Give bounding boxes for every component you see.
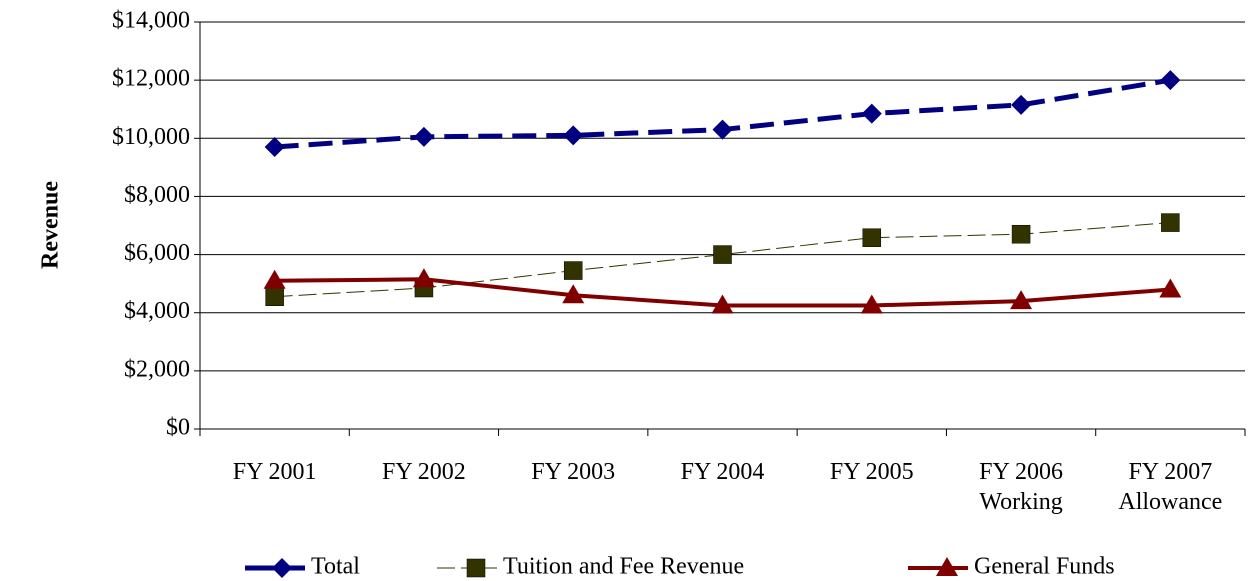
data-point xyxy=(563,261,583,280)
data-point xyxy=(1011,224,1031,244)
data-point xyxy=(1159,278,1182,298)
legend-marker xyxy=(466,558,486,578)
data-point xyxy=(1160,70,1181,91)
data-point xyxy=(862,228,882,247)
data-point xyxy=(861,103,882,124)
legend-label: Total xyxy=(311,554,360,580)
y-axis-label: Revenue xyxy=(38,181,64,269)
legend-marker xyxy=(272,558,292,578)
y-tick-label: $6,000 xyxy=(124,240,190,266)
y-tick-label: $10,000 xyxy=(112,124,190,150)
data-point xyxy=(712,119,733,140)
data-point xyxy=(413,126,434,147)
data-point xyxy=(264,137,285,158)
data-point xyxy=(562,284,585,304)
y-tick-label: $8,000 xyxy=(124,182,190,208)
y-tick-label: $4,000 xyxy=(124,298,190,324)
x-tick-label: FY 2007 Allowance xyxy=(1118,459,1223,515)
y-tick-label: $12,000 xyxy=(112,66,190,92)
legend-marker xyxy=(936,557,958,576)
x-tick-label: FY 2006 Working xyxy=(979,459,1063,515)
data-point xyxy=(860,294,883,314)
y-tick-label: $2,000 xyxy=(124,356,190,382)
data-point xyxy=(711,294,734,314)
data-point xyxy=(412,268,435,288)
legend-label: Tuition and Fee Revenue xyxy=(503,554,744,580)
x-tick-label: FY 2002 xyxy=(382,459,466,485)
data-point xyxy=(1010,290,1033,310)
data-point xyxy=(563,125,584,146)
x-tick-label: FY 2001 xyxy=(232,459,317,485)
data-point xyxy=(263,269,286,289)
legend-label: General Funds xyxy=(974,554,1115,580)
x-tick-label: FY 2005 xyxy=(829,459,914,485)
y-tick-label: $0 xyxy=(166,415,190,441)
data-point xyxy=(265,287,284,306)
data-point xyxy=(713,245,732,264)
data-point xyxy=(1161,213,1180,232)
x-tick-label: FY 2004 xyxy=(680,459,765,485)
x-tick-label: FY 2003 xyxy=(531,459,616,485)
y-tick-label: $14,000 xyxy=(112,8,190,34)
data-point xyxy=(1011,94,1032,115)
